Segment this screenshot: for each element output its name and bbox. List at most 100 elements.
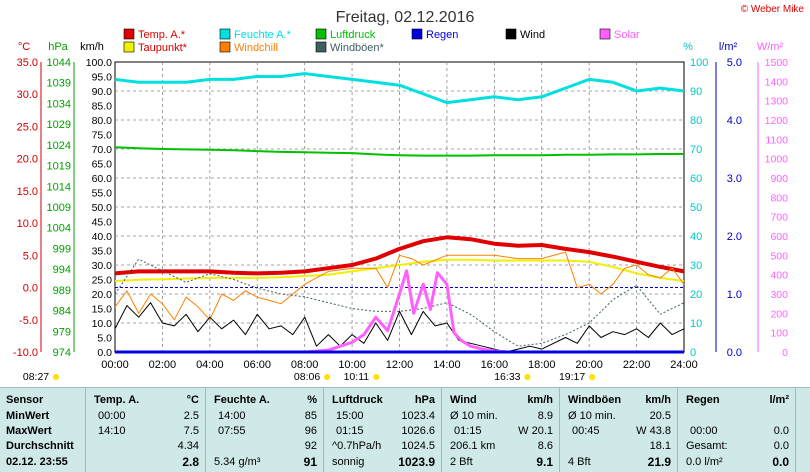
- header-gust: Windböen: [568, 394, 622, 406]
- weather-chart: 00:00 02:00 04:00 06:00 08:00 10:00 12:00 14:00…: [13, 9, 788, 383]
- rain-max-time: 00:00: [690, 425, 718, 437]
- pressure-tick-label: 989: [53, 285, 71, 297]
- humidity-tick-label: 100: [690, 57, 708, 69]
- gust-column: Windböen km/h Ø 10 min. 20.5 00:45 W 43.…: [560, 388, 678, 472]
- wind-tick-label: 75.0: [92, 130, 113, 142]
- humidity-tick-label: 20: [690, 289, 702, 301]
- humidity-min-time: 14:00: [218, 410, 246, 422]
- x-tick-label: 24:00: [670, 359, 698, 371]
- sun-icon: [53, 374, 59, 380]
- x-tick-label: 14:00: [433, 359, 461, 371]
- series-windb-en: [114, 258, 685, 347]
- wind-tick-label: 70.0: [92, 144, 113, 156]
- weather-condition: sonnig: [332, 456, 365, 468]
- solar-tick-label: 1200: [765, 115, 789, 127]
- humidity-tick-label: 10: [690, 318, 702, 330]
- chart-grid: [114, 61, 685, 353]
- gust-avg: 18.1: [649, 440, 671, 452]
- temp-current: 2.8: [182, 455, 199, 469]
- legend-label: Feuchte A.*: [234, 29, 292, 41]
- copyright-notice: © Weber Mike: [740, 4, 804, 15]
- wind-tick-label: 40.0: [92, 231, 113, 243]
- x-tick-label: 00:00: [101, 359, 129, 371]
- temp-max-time: 14:10: [98, 425, 126, 437]
- header-pressure-unit: hPa: [414, 394, 435, 406]
- x-tick-label: 08:00: [291, 359, 319, 371]
- wind-tick-label: 90.0: [92, 86, 113, 98]
- sun-event-label: 08:06: [294, 371, 320, 383]
- wind-current: 9.1: [536, 455, 553, 469]
- rain-column: Regen l/m² 00:00 0.0 Gesamt: 0.0 0.0 l/m…: [678, 388, 796, 472]
- temp-min-time: 00:00: [98, 410, 126, 422]
- header-wind-unit: km/h: [527, 394, 553, 406]
- rain-tick-label: 1.0: [727, 289, 742, 301]
- humidity-tick-label: 70: [690, 144, 702, 156]
- pressure-tick-label: 979: [53, 326, 71, 338]
- wind-tick-label: 10.0: [92, 318, 113, 330]
- header-wind: Wind: [450, 394, 477, 406]
- legend-swatch: [411, 28, 423, 40]
- pressure-tick-label: 994: [53, 264, 71, 276]
- pressure-tick-label: 999: [53, 243, 71, 255]
- solar-tick-label: 0: [782, 347, 788, 359]
- row-label-min: MinWert: [6, 410, 50, 422]
- temp-tick-label: 5.0: [23, 250, 38, 262]
- pressure-tick-label: 1009: [47, 202, 71, 214]
- series-temp-a: [114, 235, 685, 276]
- gust-avg-label: Ø 10 min.: [568, 410, 616, 422]
- pressure-trend: ^0.7hPa/h: [332, 440, 382, 452]
- wind-max-time: 01:15: [454, 425, 482, 437]
- header-temp-unit: °C: [186, 394, 199, 406]
- sun-icon: [589, 374, 596, 380]
- x-tick-label: 20:00: [575, 359, 603, 371]
- gust-current: 21.9: [647, 455, 671, 469]
- sun-icon: [524, 374, 531, 380]
- legend-label: Temp. A.*: [138, 29, 186, 41]
- solar-tick-label: 1500: [765, 57, 789, 69]
- series-taupunkt: [114, 258, 685, 283]
- x-tick-label: 18:00: [528, 359, 556, 371]
- sun-event-label: 19:17: [559, 371, 585, 383]
- solar-tick-label: 400: [770, 270, 788, 282]
- solar-unit-label: W/m²: [757, 41, 784, 53]
- humidity-min: 85: [304, 410, 317, 422]
- solar-tick-label: 600: [770, 231, 788, 243]
- row-label-current: 02.12. 23:55: [6, 456, 68, 468]
- temp-tick-label: 0.0: [23, 283, 38, 295]
- pressure-tick-label: 1044: [47, 57, 71, 69]
- humidity-current: 91: [303, 455, 317, 469]
- pressure-column: Luftdruck hPa 15:00 1023.4 01:15 1026.6 …: [324, 388, 442, 472]
- wind-tick-label: 60.0: [92, 173, 113, 185]
- pressure-max-time: 01:15: [336, 425, 364, 437]
- temp-tick-label: 35.0: [17, 57, 38, 69]
- rain-current-amount: 0.0 l/m²: [686, 456, 723, 468]
- wind-tick-label: 95.0: [92, 72, 113, 84]
- legend-label: Solar: [614, 29, 640, 41]
- temp-tick-label: -10.0: [13, 347, 38, 359]
- solar-tick-label: 300: [770, 289, 788, 301]
- series-solar: [306, 269, 508, 354]
- humidity-max: 96: [304, 425, 317, 437]
- humidity-tick-label: 60: [690, 173, 702, 185]
- solar-tick-label: 700: [770, 212, 788, 224]
- legend-swatch: [123, 28, 135, 40]
- header-rain-unit: l/m²: [769, 394, 789, 406]
- pressure-tick-label: 984: [53, 306, 71, 318]
- x-tick-label: 06:00: [243, 359, 271, 371]
- x-tick-label: 04:00: [196, 359, 224, 371]
- wind-max: W 20.1: [518, 425, 553, 437]
- x-tick-label: 22:00: [623, 359, 651, 371]
- pressure-tick-label: 1024: [47, 140, 71, 152]
- pressure-current: 1023.9: [398, 455, 435, 469]
- wind-10min: 8.9: [537, 410, 553, 422]
- chart-axes: 00:00 02:00 04:00 06:00 08:00 10:00 12:00 14:00…: [13, 41, 788, 383]
- legend-label: Taupunkt*: [138, 42, 188, 54]
- rain-tick-label: 5.0: [727, 57, 742, 69]
- sun-event-label: 08:27: [23, 371, 49, 383]
- wind-tick-label: 50.0: [92, 202, 113, 214]
- solar-tick-label: 900: [770, 173, 788, 185]
- pressure-tick-label: 1029: [47, 119, 71, 131]
- wind-tick-label: 85.0: [92, 101, 113, 113]
- wind-tick-label: 100.0: [86, 57, 112, 69]
- pressure-min: 1023.4: [401, 410, 435, 422]
